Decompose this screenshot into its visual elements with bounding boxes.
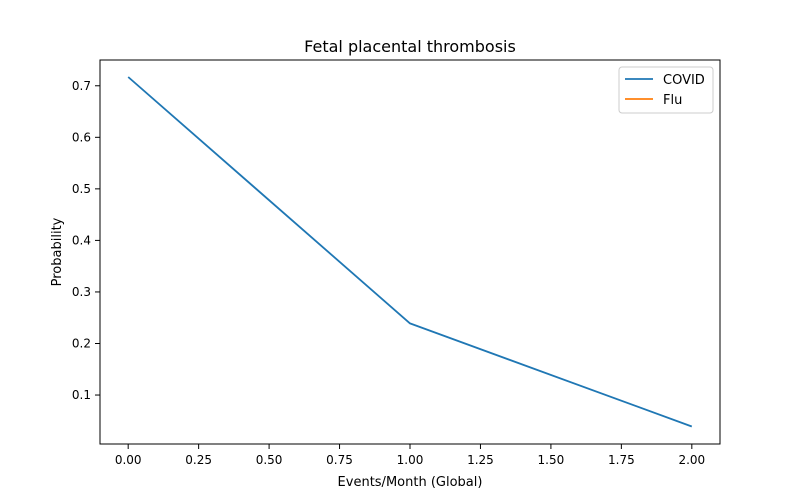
x-tick-label: 0.75 (326, 453, 353, 467)
y-tick-label: 0.4 (72, 233, 91, 247)
chart-title: Fetal placental thrombosis (304, 37, 516, 56)
y-tick-label: 0.6 (72, 130, 91, 144)
y-axis-title: Probability (50, 217, 65, 286)
ticks-layer: 0.00 0.25 0.50 0.75 1.00 1.25 1.50 1.75 2.00 0.1 0… (72, 79, 705, 467)
y-tick-label: 0.5 (72, 182, 91, 196)
x-tick-label: 1.00 (397, 453, 424, 467)
x-tick-label: 1.25 (467, 453, 494, 467)
y-tick-label: 0.7 (72, 79, 91, 93)
x-tick-label: 0.50 (256, 453, 283, 467)
x-tick-label: 1.75 (608, 453, 635, 467)
x-tick-label: 0.00 (115, 453, 142, 467)
y-tick-label: 0.1 (72, 388, 91, 402)
x-tick-label: 1.50 (538, 453, 565, 467)
series-line-covid (127, 76, 693, 428)
plot-frame (99, 59, 721, 445)
legend-label-flu: Flu (663, 93, 682, 108)
series-lines (127, 76, 693, 428)
legend: COVID Flu (618, 66, 714, 114)
legend-label-covid: COVID (663, 73, 705, 88)
y-tick-label: 0.2 (72, 336, 91, 350)
x-axis-title: Events/Month (Global) (338, 475, 483, 490)
y-tick-label: 0.3 (72, 285, 91, 299)
x-tick-label: 0.25 (185, 453, 212, 467)
x-tick-label: 2.00 (678, 453, 705, 467)
